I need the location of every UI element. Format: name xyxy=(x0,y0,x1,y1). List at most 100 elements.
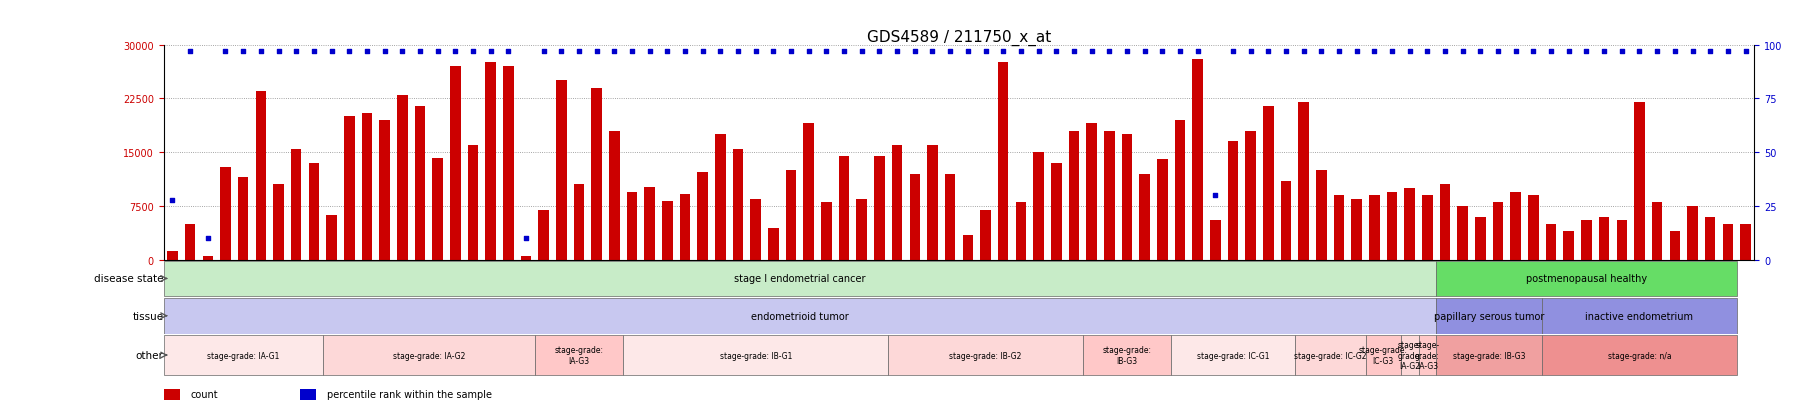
Bar xyxy=(751,199,762,260)
Bar xyxy=(1582,221,1593,260)
Bar xyxy=(1598,217,1609,260)
Bar xyxy=(644,187,654,260)
Bar xyxy=(1245,131,1256,260)
Point xyxy=(936,49,965,55)
Point xyxy=(494,49,524,55)
Bar xyxy=(324,335,534,375)
Bar xyxy=(485,63,496,260)
Point xyxy=(1536,49,1565,55)
Bar xyxy=(1156,160,1167,260)
Bar xyxy=(1436,298,1542,334)
Point xyxy=(211,49,240,55)
Bar xyxy=(1174,121,1185,260)
Bar xyxy=(1264,106,1274,260)
Point xyxy=(476,49,505,55)
Bar xyxy=(1122,135,1133,260)
Bar xyxy=(538,210,549,260)
Point xyxy=(1254,49,1284,55)
Point xyxy=(529,49,558,55)
Bar xyxy=(1069,131,1080,260)
Text: stage-grade: IB-G1: stage-grade: IB-G1 xyxy=(720,351,793,360)
Bar xyxy=(889,335,1084,375)
Bar xyxy=(680,195,691,260)
Bar xyxy=(1723,224,1733,260)
Point xyxy=(900,49,929,55)
Bar xyxy=(909,174,920,260)
Bar xyxy=(167,252,178,260)
Point xyxy=(618,49,647,55)
Point xyxy=(882,49,911,55)
Bar xyxy=(1084,335,1171,375)
Point xyxy=(1625,49,1654,55)
Point xyxy=(1589,49,1618,55)
Point xyxy=(1660,49,1689,55)
Point xyxy=(1307,49,1336,55)
Bar xyxy=(1440,185,1451,260)
Bar xyxy=(785,171,796,260)
Point xyxy=(724,49,753,55)
Point xyxy=(1325,49,1354,55)
Bar xyxy=(309,164,320,260)
Bar xyxy=(164,298,1436,334)
Bar xyxy=(945,174,956,260)
Bar xyxy=(1616,221,1627,260)
Text: stage-grade: IA-G2: stage-grade: IA-G2 xyxy=(393,351,465,360)
Text: stage-grade: IA-G1: stage-grade: IA-G1 xyxy=(207,351,280,360)
Bar xyxy=(1402,335,1418,375)
Bar xyxy=(1687,206,1698,260)
Bar xyxy=(1563,232,1574,260)
Bar xyxy=(164,389,180,400)
Point xyxy=(1147,49,1176,55)
Point xyxy=(387,49,416,55)
Bar xyxy=(238,178,249,260)
Bar xyxy=(962,235,973,260)
Bar xyxy=(980,210,991,260)
Bar xyxy=(1542,335,1736,375)
Point xyxy=(424,49,453,55)
Point xyxy=(829,49,858,55)
Bar xyxy=(451,67,460,260)
Point xyxy=(405,49,435,55)
Point xyxy=(1094,49,1124,55)
Point xyxy=(953,49,982,55)
Bar xyxy=(767,228,778,260)
Point xyxy=(742,49,771,55)
Point xyxy=(458,49,487,55)
Text: stage I endometrial cancer: stage I endometrial cancer xyxy=(734,274,865,284)
Bar xyxy=(822,203,833,260)
Text: stage-grade:
IC-G3: stage-grade: IC-G3 xyxy=(1358,346,1407,365)
Text: stage-grade: IB-G2: stage-grade: IB-G2 xyxy=(949,351,1022,360)
Bar xyxy=(1016,203,1025,260)
Point xyxy=(316,49,345,55)
Bar xyxy=(1669,232,1680,260)
Bar xyxy=(733,149,744,260)
Bar xyxy=(627,192,638,260)
Bar xyxy=(1740,224,1751,260)
Point xyxy=(440,49,469,55)
Point xyxy=(335,49,364,55)
Point xyxy=(600,49,629,55)
Point xyxy=(1713,49,1742,55)
Bar xyxy=(1529,196,1538,260)
Bar xyxy=(838,157,849,260)
Point xyxy=(1607,49,1636,55)
Bar xyxy=(1653,203,1662,260)
Bar xyxy=(1171,335,1294,375)
Point xyxy=(1465,49,1494,55)
Bar xyxy=(534,335,624,375)
Bar xyxy=(1280,181,1291,260)
Bar xyxy=(609,131,620,260)
Point xyxy=(1573,49,1602,55)
Text: papillary serous tumor: papillary serous tumor xyxy=(1434,311,1545,321)
Bar xyxy=(698,173,707,260)
Point xyxy=(1218,49,1247,55)
Text: tissue: tissue xyxy=(133,311,164,321)
Point xyxy=(353,49,382,55)
Point xyxy=(813,49,842,55)
Point xyxy=(582,49,611,55)
Point xyxy=(776,49,805,55)
Text: stage-grade: IC-G2: stage-grade: IC-G2 xyxy=(1294,351,1367,360)
Bar xyxy=(1211,221,1220,260)
Text: stage-grade: n/a: stage-grade: n/a xyxy=(1607,351,1671,360)
Bar xyxy=(362,114,373,260)
